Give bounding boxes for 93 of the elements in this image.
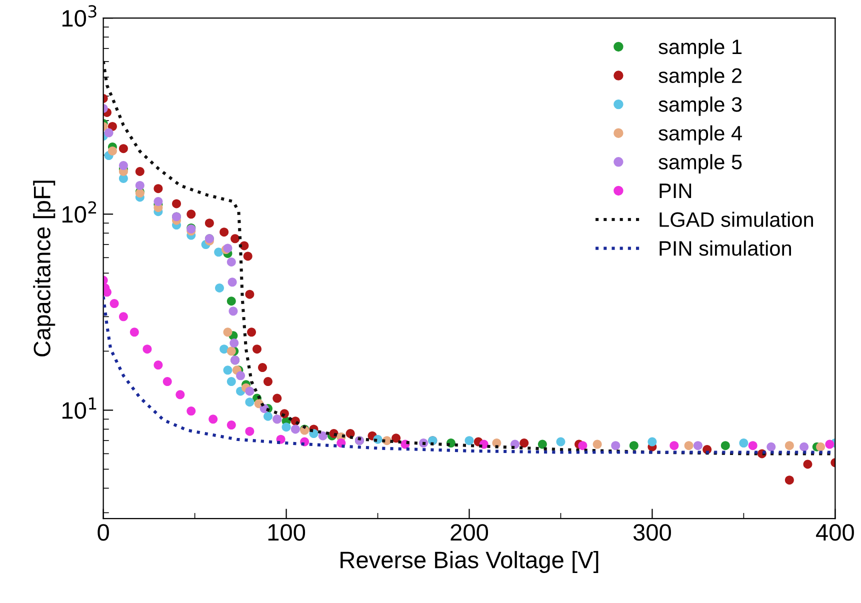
- point: [223, 366, 232, 375]
- point: [228, 306, 238, 316]
- x-tick-label: 200: [450, 524, 488, 541]
- point: [172, 199, 182, 208]
- point: [204, 218, 214, 228]
- legend-label: LGAD simulation: [660, 212, 813, 227]
- point: [226, 258, 236, 267]
- point: [230, 338, 239, 348]
- point: [252, 344, 262, 354]
- point: [684, 441, 694, 450]
- point: [578, 441, 588, 450]
- point: [556, 437, 566, 446]
- y-tick-label: 10$^{1}$: [62, 398, 96, 419]
- point: [118, 161, 128, 170]
- legend-label: sample 2: [658, 68, 742, 88]
- point: [245, 426, 254, 436]
- legend-label: sample 3: [658, 96, 742, 116]
- point: [230, 234, 240, 244]
- point: [243, 252, 252, 261]
- point: [392, 434, 401, 443]
- legend-label: sample 1: [658, 38, 742, 58]
- point: [135, 167, 144, 176]
- point: [720, 441, 730, 450]
- x-axis-title: Reverse Bias Voltage [V]: [340, 551, 598, 574]
- point: [520, 438, 529, 448]
- point: [739, 438, 748, 448]
- x-tick-label: 400: [816, 524, 854, 541]
- point: [693, 441, 702, 450]
- point: [154, 360, 163, 370]
- point: [118, 144, 128, 154]
- point: [162, 377, 172, 386]
- point: [247, 328, 256, 337]
- point: [220, 344, 229, 354]
- point: [142, 344, 152, 354]
- point: [784, 476, 794, 485]
- point: [272, 394, 282, 403]
- point: [290, 424, 300, 434]
- point: [220, 228, 229, 237]
- y-tick-label: 10$^{2}$: [62, 201, 96, 223]
- point: [226, 420, 236, 430]
- legend-label: PIN: [660, 184, 692, 198]
- point: [186, 210, 196, 219]
- point: [318, 431, 328, 440]
- y-tick-label: 10$^{3}$: [62, 5, 96, 27]
- point: [208, 414, 218, 424]
- point: [104, 128, 114, 138]
- point: [245, 290, 254, 299]
- point: [629, 441, 638, 450]
- point: [135, 180, 144, 190]
- point: [108, 122, 117, 131]
- point: [110, 299, 119, 308]
- legend-label: sample 5: [658, 154, 742, 174]
- point: [464, 436, 474, 446]
- point: [282, 422, 291, 432]
- point: [670, 441, 679, 450]
- legend-label: sample 4: [658, 125, 742, 145]
- legend-label: PIN simulation: [660, 240, 791, 256]
- point: [226, 346, 236, 356]
- point: [611, 441, 620, 450]
- point: [800, 442, 809, 452]
- point: [825, 440, 834, 449]
- x-tick-label: 100: [268, 524, 306, 541]
- point: [223, 328, 232, 337]
- point: [748, 441, 758, 450]
- point: [245, 386, 254, 396]
- point: [263, 377, 272, 386]
- point: [538, 440, 547, 449]
- point: [648, 437, 657, 446]
- point: [816, 442, 826, 452]
- x-tick-label: 0: [98, 524, 109, 541]
- point: [784, 441, 794, 450]
- point: [592, 440, 602, 449]
- point: [103, 288, 112, 297]
- point: [226, 377, 236, 386]
- point: [228, 278, 237, 287]
- y-axis-title: Capacitance [pF]: [33, 180, 56, 356]
- point: [258, 363, 267, 372]
- point: [108, 146, 117, 156]
- point: [154, 197, 163, 206]
- point: [215, 284, 224, 293]
- point: [176, 390, 185, 400]
- point: [236, 371, 246, 380]
- point: [226, 296, 236, 306]
- point: [130, 328, 139, 337]
- point: [154, 184, 163, 194]
- x-tick-label: 300: [633, 524, 671, 541]
- point: [118, 312, 128, 322]
- point: [214, 248, 224, 257]
- point: [245, 398, 254, 407]
- point: [766, 442, 776, 452]
- point: [186, 406, 196, 416]
- point: [263, 412, 272, 421]
- point: [803, 460, 812, 469]
